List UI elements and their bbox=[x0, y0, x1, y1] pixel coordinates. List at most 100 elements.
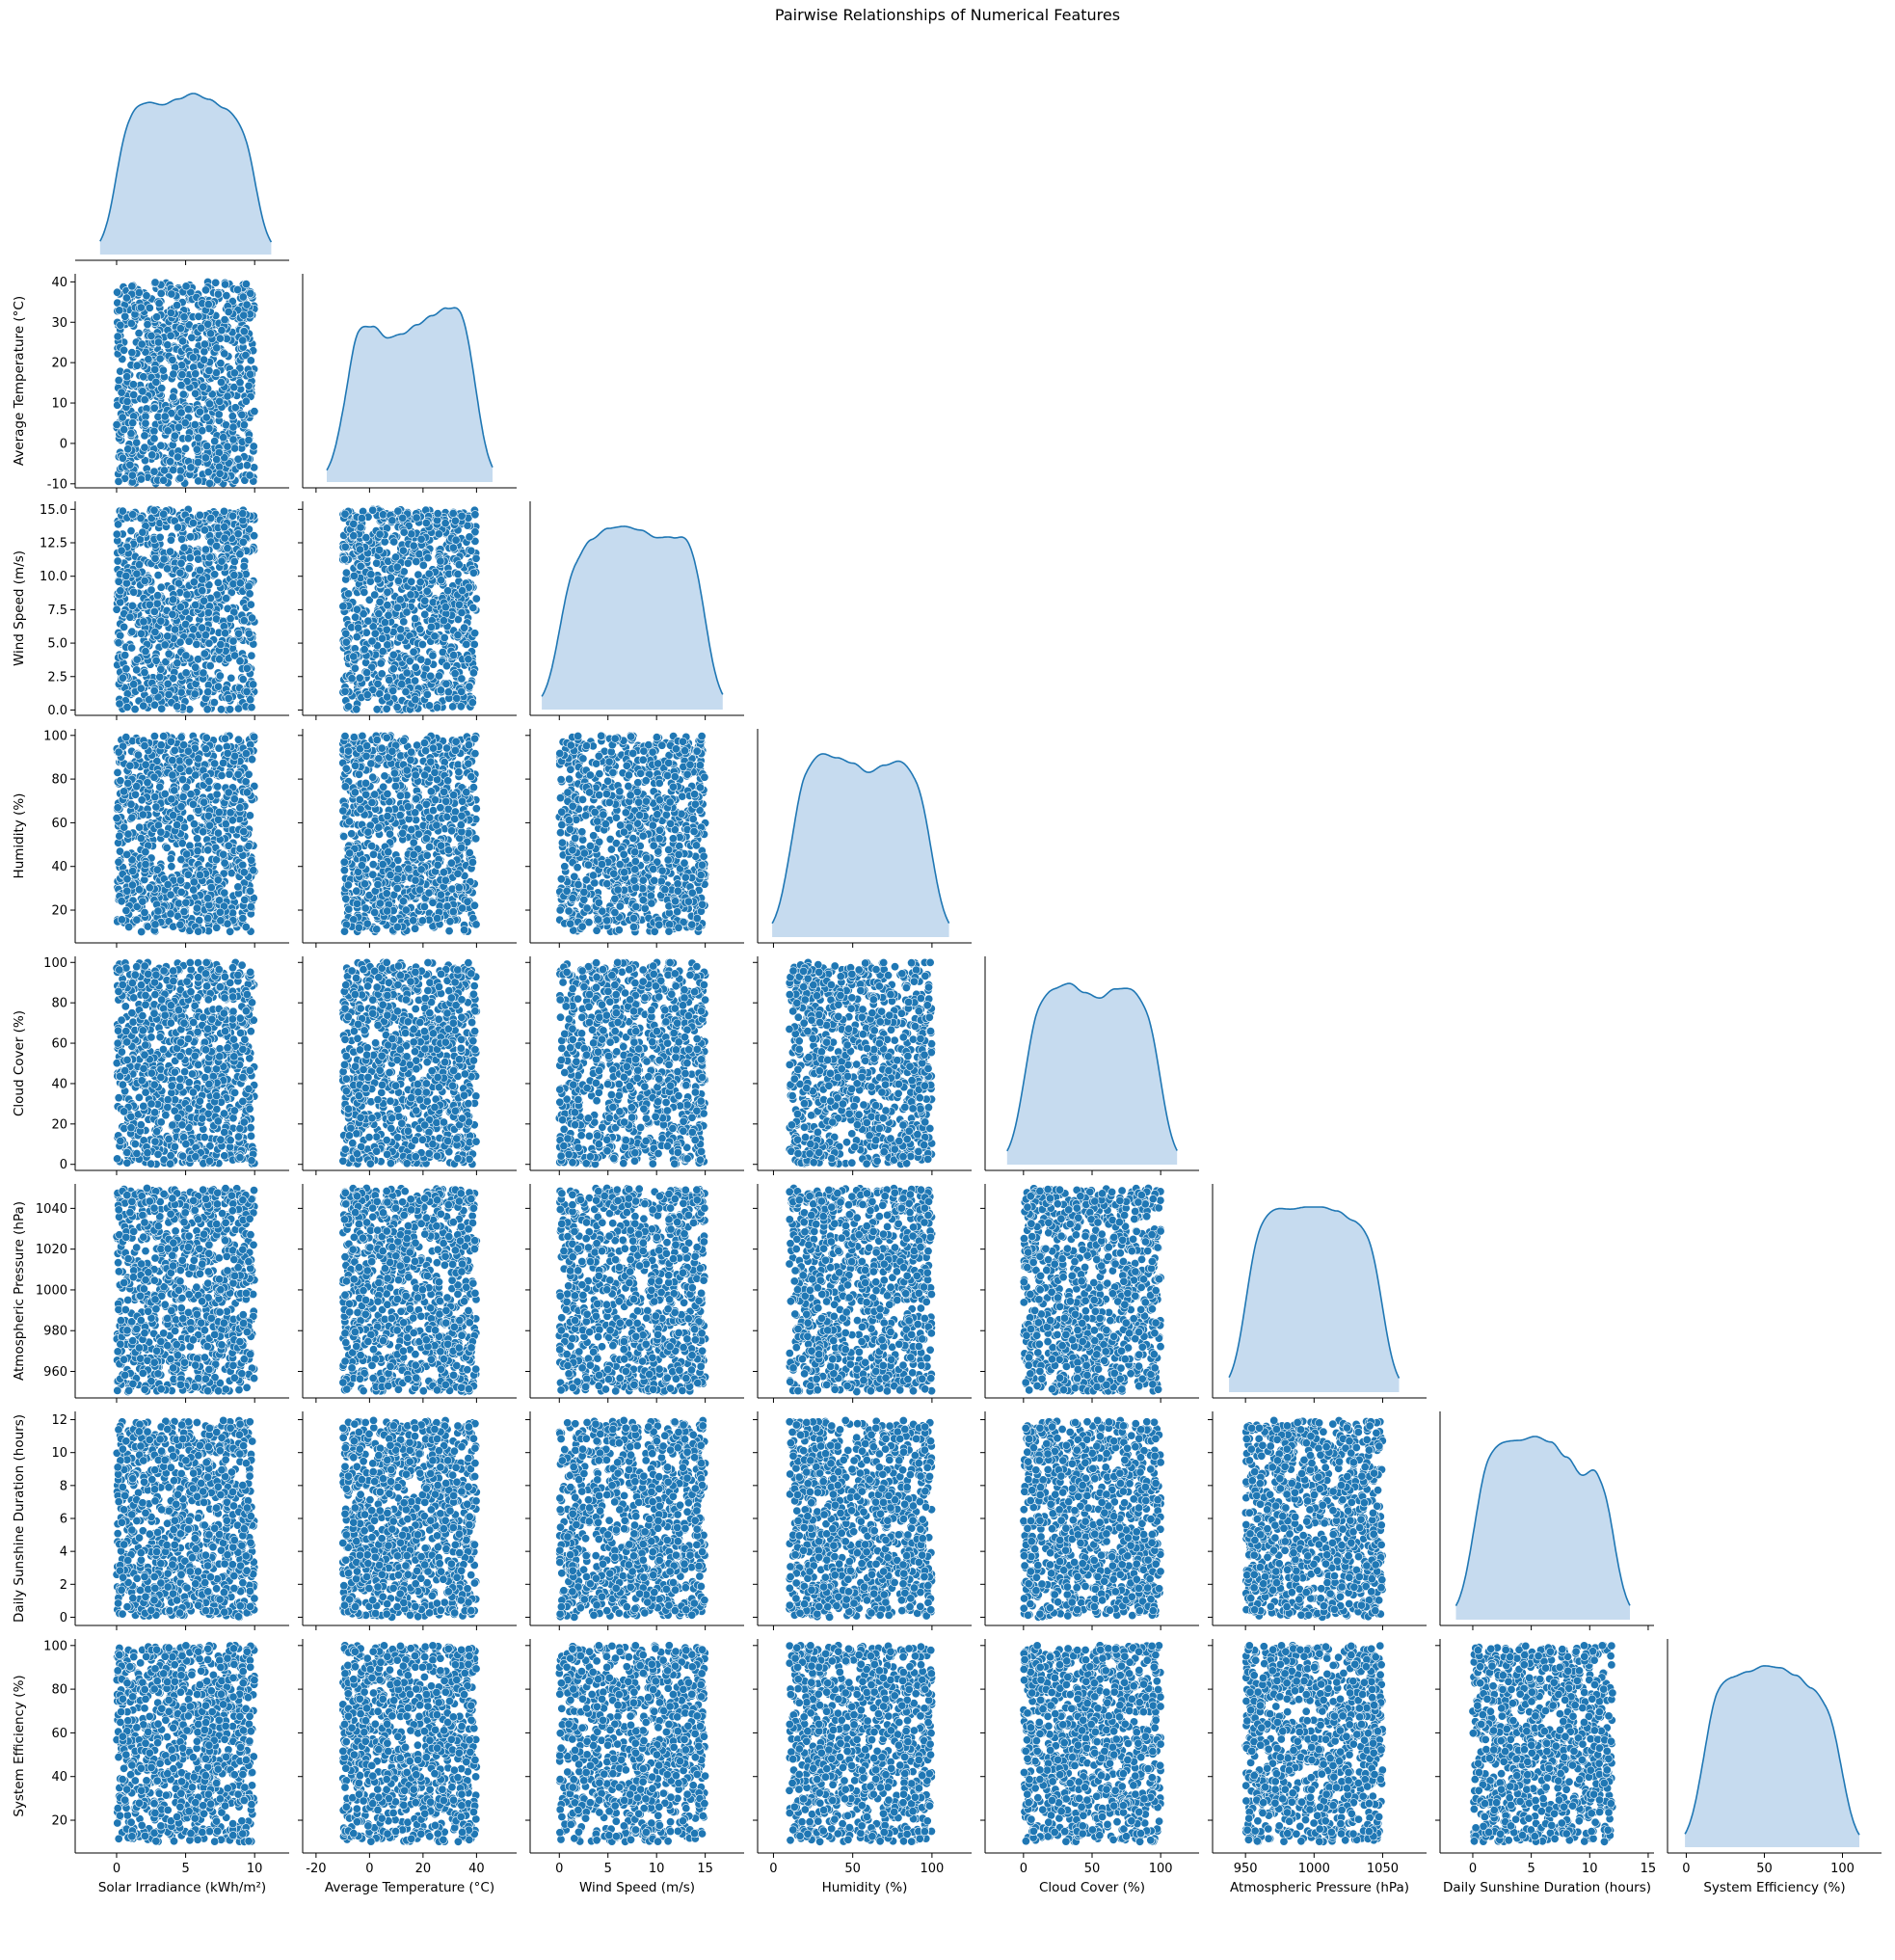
scatter-point bbox=[147, 585, 156, 595]
scatter-point bbox=[194, 655, 203, 664]
scatter-point bbox=[426, 671, 436, 681]
scatter-point bbox=[375, 899, 385, 908]
scatter-point bbox=[229, 794, 239, 804]
scatter-point bbox=[157, 704, 167, 713]
scatter-point bbox=[149, 467, 159, 476]
scatter-point bbox=[361, 751, 371, 761]
scatter-point bbox=[244, 381, 254, 390]
scatter-point bbox=[352, 604, 361, 614]
scatter-point bbox=[135, 885, 145, 895]
scatter-point bbox=[246, 356, 255, 365]
scatter-point bbox=[173, 523, 183, 532]
subplot-2-1 bbox=[298, 501, 517, 720]
scatter-point bbox=[189, 625, 199, 634]
scatter-point bbox=[199, 382, 208, 391]
scatter-point bbox=[382, 625, 391, 634]
scatter-point bbox=[368, 505, 378, 515]
scatter-point bbox=[166, 909, 175, 919]
scatter-point bbox=[366, 570, 376, 579]
scatter-point bbox=[212, 455, 222, 465]
scatter-point bbox=[199, 827, 208, 837]
scatter-point bbox=[189, 877, 199, 887]
subplot-2-2 bbox=[529, 501, 744, 720]
scatter-point bbox=[229, 571, 239, 580]
scatter-point bbox=[370, 590, 380, 600]
scatter-point bbox=[376, 658, 386, 668]
scatter-point bbox=[398, 828, 408, 838]
scatter-point bbox=[169, 392, 178, 402]
scatter-point bbox=[239, 327, 249, 336]
scatter-point bbox=[150, 364, 160, 374]
scatter-point bbox=[181, 282, 191, 291]
scatter-point bbox=[416, 534, 426, 544]
scatter-point bbox=[202, 442, 212, 451]
scatter-point bbox=[140, 443, 149, 452]
scatter-point bbox=[245, 811, 254, 820]
scatter-point bbox=[462, 639, 471, 649]
scatter-point bbox=[156, 616, 166, 626]
scatter-point bbox=[174, 899, 184, 908]
scatter-point bbox=[126, 318, 136, 328]
scatter-point bbox=[121, 571, 131, 580]
scatter-point bbox=[341, 568, 351, 577]
y-tick-label: 0.0 bbox=[47, 704, 67, 718]
scatter-point bbox=[458, 903, 467, 913]
scatter-point bbox=[360, 879, 369, 889]
scatter-point bbox=[147, 450, 157, 460]
scatter-point bbox=[192, 444, 201, 454]
scatter-point bbox=[360, 587, 369, 597]
scatter-point bbox=[186, 790, 196, 799]
scatter-point bbox=[194, 476, 203, 486]
scatter-point bbox=[228, 422, 238, 432]
scatter-point bbox=[167, 289, 176, 299]
scatter-point bbox=[397, 680, 407, 689]
scatter-point bbox=[392, 702, 402, 712]
scatter-point bbox=[212, 541, 222, 550]
kde-line-0 bbox=[99, 93, 273, 243]
scatter-point bbox=[205, 399, 215, 409]
scatter-point bbox=[117, 915, 126, 925]
scatter-point bbox=[421, 518, 431, 527]
scatter-point bbox=[200, 631, 210, 640]
scatter-point bbox=[395, 632, 405, 642]
scatter-point bbox=[121, 664, 131, 674]
scatter-point bbox=[150, 920, 160, 929]
scatter-point bbox=[383, 601, 392, 610]
scatter-point bbox=[150, 627, 160, 636]
scatter-point bbox=[183, 870, 193, 879]
scatter-point bbox=[238, 675, 248, 685]
scatter-point bbox=[222, 594, 231, 604]
scatter-point bbox=[457, 686, 467, 696]
scatter-point bbox=[173, 820, 182, 830]
scatter-point bbox=[173, 658, 182, 668]
scatter-point bbox=[206, 513, 216, 523]
scatter-point bbox=[138, 387, 147, 396]
scatter-point bbox=[198, 426, 207, 436]
scatter-point bbox=[163, 426, 173, 436]
scatter-point bbox=[176, 887, 186, 897]
kde-fill-0 bbox=[99, 94, 272, 255]
scatter-point bbox=[384, 610, 393, 620]
scatter-point bbox=[238, 537, 248, 547]
scatter-point bbox=[189, 577, 199, 587]
subplot-0-0 bbox=[75, 93, 289, 265]
scatter-point bbox=[120, 345, 129, 355]
scatter-point bbox=[439, 616, 448, 626]
scatter-point bbox=[238, 292, 248, 302]
scatter-point bbox=[206, 329, 216, 338]
scatter-point bbox=[143, 778, 152, 788]
scatter-point bbox=[122, 396, 132, 406]
scatter-point bbox=[228, 908, 238, 918]
scatter-point bbox=[377, 669, 387, 679]
scatter-point bbox=[135, 560, 145, 570]
scatter-point bbox=[184, 563, 194, 573]
scatter-point bbox=[205, 661, 215, 671]
scatter-point bbox=[349, 652, 359, 661]
scatter-point bbox=[434, 671, 443, 681]
scatter-point bbox=[184, 757, 194, 766]
scatter-point bbox=[448, 508, 458, 518]
scatter-point bbox=[149, 732, 159, 741]
scatter-point bbox=[175, 473, 185, 483]
scatter-point bbox=[163, 340, 173, 350]
